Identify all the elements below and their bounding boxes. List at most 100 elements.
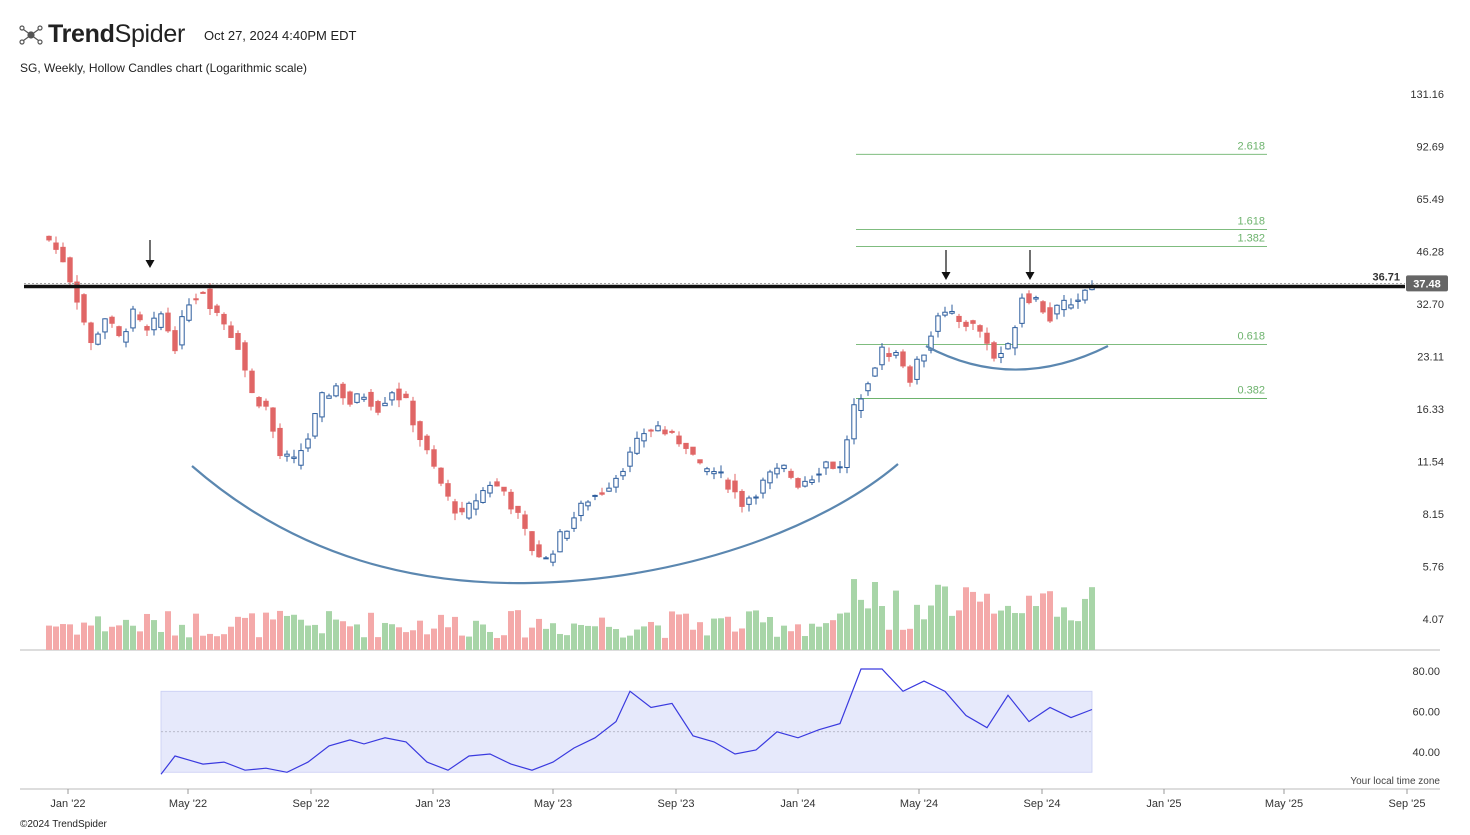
candle-body: [711, 471, 717, 475]
volume-bar: [907, 628, 913, 650]
marker-arrowhead-icon: [1025, 272, 1035, 280]
last-price-badge: [1406, 275, 1448, 292]
candle-body: [235, 333, 241, 350]
volume-bar: [207, 633, 213, 650]
price-y-tick: 4.07: [1423, 614, 1444, 626]
candle-body: [102, 318, 108, 333]
candle-body: [1005, 343, 1011, 350]
price-y-tick: 11.54: [1417, 456, 1444, 468]
spider-logo-icon: [19, 24, 43, 45]
candle-body: [739, 490, 745, 507]
candle-body: [830, 461, 836, 469]
volume-bar: [354, 624, 360, 650]
volume-bar: [172, 635, 178, 650]
volume-bar: [480, 624, 486, 650]
fibonacci-extension: 2.618 1.618 1.382 0.618 0.382: [856, 140, 1267, 399]
candle-body: [557, 531, 563, 553]
candle-body: [494, 481, 500, 487]
candle-body: [998, 353, 1004, 358]
volume-bar: [151, 620, 157, 650]
volume-bar: [221, 634, 227, 650]
candle-body: [298, 450, 304, 466]
volume-bar: [823, 623, 829, 650]
price-y-axis: 4.07 5.76 8.15 11.54 16.33 23.11 32.70 46.28 65.…: [1410, 89, 1444, 626]
price-y-tick: 5.76: [1423, 561, 1444, 573]
last-price-label: 37.48: [1413, 278, 1441, 290]
volume-bar: [802, 636, 808, 650]
volume-bar: [158, 631, 164, 650]
x-tick-label: Jan '25: [1146, 798, 1181, 810]
volume-bar: [312, 624, 318, 650]
volume-bar: [1089, 587, 1095, 650]
volume-bar: [844, 612, 850, 650]
volume-bar: [1012, 612, 1018, 650]
candle-body: [95, 333, 101, 345]
candle-body: [522, 514, 528, 529]
candle-body: [67, 257, 73, 283]
volume-bar: [508, 611, 514, 650]
volume-bar: [851, 579, 857, 650]
candle-body: [571, 517, 577, 529]
candle-body: [1061, 299, 1067, 311]
candle-body: [1026, 293, 1032, 304]
candle-body: [389, 392, 395, 401]
volume-bar: [767, 616, 773, 650]
candle-body: [893, 351, 899, 356]
fib-level-label: 1.618: [1237, 216, 1265, 228]
candle-body: [312, 413, 318, 437]
cup-arc-large: [191, 463, 899, 585]
volume-bar: [277, 610, 283, 650]
volume-bar: [1054, 616, 1060, 650]
volume-bar: [963, 587, 969, 650]
candle-body: [109, 316, 115, 324]
volume-bar: [1005, 605, 1011, 650]
copyright-footer: ©2024 TrendSpider: [20, 819, 107, 830]
candle-body: [774, 467, 780, 475]
volume-bar: [739, 628, 745, 650]
candle-body: [956, 315, 962, 322]
volume-bar: [67, 624, 73, 650]
volume-bar: [242, 617, 248, 650]
candle-body: [200, 291, 206, 294]
volume-bar: [256, 637, 262, 650]
volume-bar: [760, 622, 766, 650]
candle-body: [802, 480, 808, 487]
time-x-axis: Jan '22 May '22 Sep '22 Jan '23 May '23 Sep '…: [50, 789, 1425, 810]
volume-bar: [830, 620, 836, 650]
volume-bar: [515, 610, 521, 650]
volume-bars: [46, 579, 1095, 650]
volume-bar: [291, 614, 297, 650]
price-y-tick: 92.69: [1416, 141, 1444, 153]
volume-bar: [592, 626, 598, 650]
volume-bar: [893, 590, 899, 650]
volume-bar: [249, 613, 255, 650]
volume-bar: [137, 631, 143, 650]
volume-bar: [858, 599, 864, 650]
volume-bar: [599, 617, 605, 650]
candle-body: [725, 479, 731, 490]
volume-bar: [886, 629, 892, 650]
cup-arc-small: [925, 345, 1109, 371]
volume-bar: [788, 631, 794, 650]
volume-bar: [501, 635, 507, 650]
volume-bar: [585, 625, 591, 650]
volume-bar: [438, 614, 444, 650]
volume-bar: [998, 610, 1004, 650]
candle-body: [648, 429, 654, 432]
volume-bar: [81, 622, 87, 650]
candle-body: [333, 385, 339, 397]
candle-body: [928, 335, 934, 351]
candle-body: [529, 531, 535, 552]
volume-bar: [214, 636, 220, 650]
volume-bar: [816, 626, 822, 650]
volume-bar: [613, 629, 619, 650]
volume-bar: [333, 619, 339, 650]
volume-bar: [1033, 606, 1039, 650]
rsi-y-tick: 60.00: [1412, 707, 1440, 719]
x-tick-label: May '25: [1265, 798, 1303, 810]
fib-level-label: 2.618: [1237, 140, 1265, 152]
candle-body: [515, 505, 521, 513]
x-tick-label: Sep '22: [293, 798, 330, 810]
candles: [46, 235, 1095, 567]
